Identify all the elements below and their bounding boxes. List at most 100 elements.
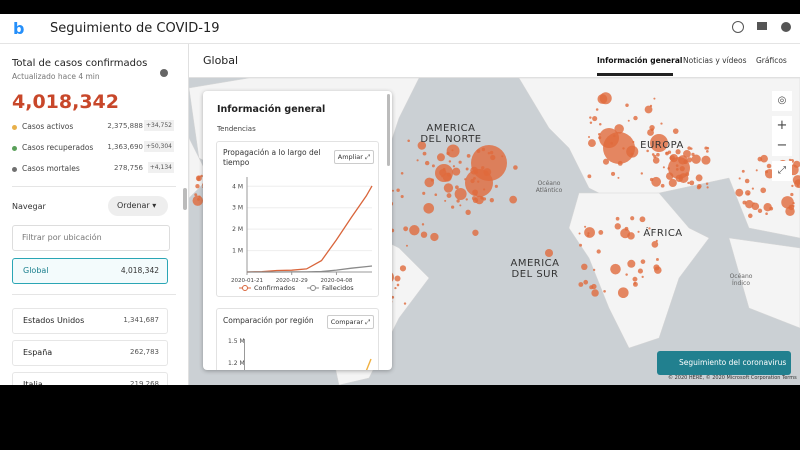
case-bubble (760, 154, 768, 163)
case-bubble (465, 209, 471, 215)
tab[interactable]: Gráficos (756, 56, 787, 65)
case-bubble (655, 257, 659, 261)
global-row[interactable]: Global 4,018,342 (12, 258, 168, 284)
zoom-in[interactable]: + (772, 116, 792, 136)
sort-button[interactable]: Ordenar ▾ (108, 196, 168, 216)
case-bubble (592, 268, 596, 272)
region-row[interactable]: Italia 219,268 (12, 372, 168, 385)
case-bubble (745, 200, 754, 209)
case-bubble (644, 105, 653, 114)
app-title: Seguimiento de COVID-19 (50, 21, 220, 36)
case-bubble (421, 223, 425, 226)
filter-input[interactable]: Filtrar por ubicación (12, 225, 170, 251)
case-bubble (451, 205, 455, 209)
case-bubble (747, 192, 750, 195)
case-bubble (765, 212, 768, 215)
case-bubble (509, 195, 518, 204)
region-row[interactable]: Estados Unidos 1,341,687 (12, 308, 168, 334)
tracker-button[interactable]: Seguimiento del coronavirus (657, 351, 791, 375)
case-bubble (788, 158, 792, 162)
y-tick-label: 1.2 M (228, 360, 245, 367)
info-icon[interactable] (160, 69, 168, 77)
case-bubble (683, 149, 691, 158)
case-bubble (545, 249, 553, 257)
compare-button[interactable]: Comparar ⤢ (327, 315, 374, 329)
zoom-out[interactable]: − (772, 136, 792, 156)
y-tick-label: 1 M (232, 248, 243, 255)
case-bubble (589, 116, 592, 119)
global-value: 4,018,342 (120, 266, 159, 275)
case-bubble (686, 157, 693, 163)
case-bubble (640, 172, 643, 175)
case-bubble (592, 115, 598, 122)
main-title: Global (203, 54, 239, 67)
stat-label: Casos activos (22, 122, 74, 131)
case-bubble (633, 115, 638, 121)
main-header: Global Información general Noticias y víd… (189, 44, 800, 78)
bing-logo[interactable]: b (13, 19, 25, 38)
share-icon[interactable] (732, 21, 744, 33)
scrollbar[interactable] (387, 94, 390, 166)
fullscreen[interactable]: ⤢ (772, 161, 792, 181)
case-bubble (706, 186, 709, 189)
case-bubble (652, 157, 660, 164)
case-bubble (650, 128, 654, 132)
case-bubble (603, 289, 606, 293)
case-bubble (668, 178, 677, 188)
info-icon[interactable] (781, 22, 791, 32)
series-line (246, 185, 373, 273)
expand-button[interactable]: Ampliar ⤢ (334, 150, 374, 164)
stat-value: 2,375,888 (107, 122, 143, 130)
case-bubble (665, 151, 668, 155)
case-bubble (451, 149, 454, 152)
case-bubble (706, 149, 709, 153)
case-bubble (587, 234, 590, 237)
map-label: ÁFRICA (643, 228, 683, 239)
scrollbar[interactable] (183, 188, 187, 210)
case-bubble (444, 199, 447, 202)
case-bubble (579, 243, 583, 247)
case-bubble (581, 263, 588, 271)
stat-delta: +4,134 (147, 162, 174, 173)
case-bubble (589, 121, 593, 125)
stat-dot (12, 146, 17, 151)
case-bubble (766, 163, 772, 169)
feedback-icon[interactable] (757, 22, 767, 30)
case-bubble (465, 169, 493, 197)
compare-card: Comparación por región Comparar ⤢ 1.5 M … (216, 308, 379, 370)
case-bubble (653, 97, 656, 100)
locate-button[interactable]: ◎ (772, 91, 792, 111)
case-bubble (194, 193, 198, 197)
case-bubble (785, 206, 795, 217)
divider (12, 186, 176, 187)
case-bubble (691, 152, 695, 157)
case-bubble (656, 152, 660, 157)
case-bubble (640, 259, 646, 264)
case-bubble (687, 181, 690, 185)
case-bubble (448, 160, 452, 163)
case-bubble (409, 225, 420, 236)
tab[interactable]: Noticias y vídeos (683, 56, 747, 65)
total-title: Total de casos confirmados (12, 58, 148, 69)
compare-line (365, 358, 372, 370)
map-label: AMERICA DEL SUR (510, 258, 560, 280)
case-bubble (454, 188, 467, 200)
legend-label: Fallecidos (322, 284, 354, 292)
region-row[interactable]: España 262,783 (12, 340, 168, 366)
case-bubble (691, 154, 701, 164)
legend-marker (242, 285, 248, 291)
divider (12, 294, 176, 295)
case-bubble (422, 191, 426, 195)
tab[interactable]: Información general (597, 56, 683, 65)
panel-section: Tendencias (217, 125, 256, 133)
map-label: EUROPA (640, 140, 684, 151)
overview-panel: Información general Tendencias Propagaci… (203, 91, 392, 370)
case-bubble (192, 195, 203, 206)
case-bubble (407, 139, 410, 143)
case-bubble (597, 94, 608, 104)
case-bubble (446, 193, 452, 199)
case-bubble (394, 275, 401, 282)
case-bubble (466, 153, 471, 158)
case-bubble (405, 244, 408, 247)
